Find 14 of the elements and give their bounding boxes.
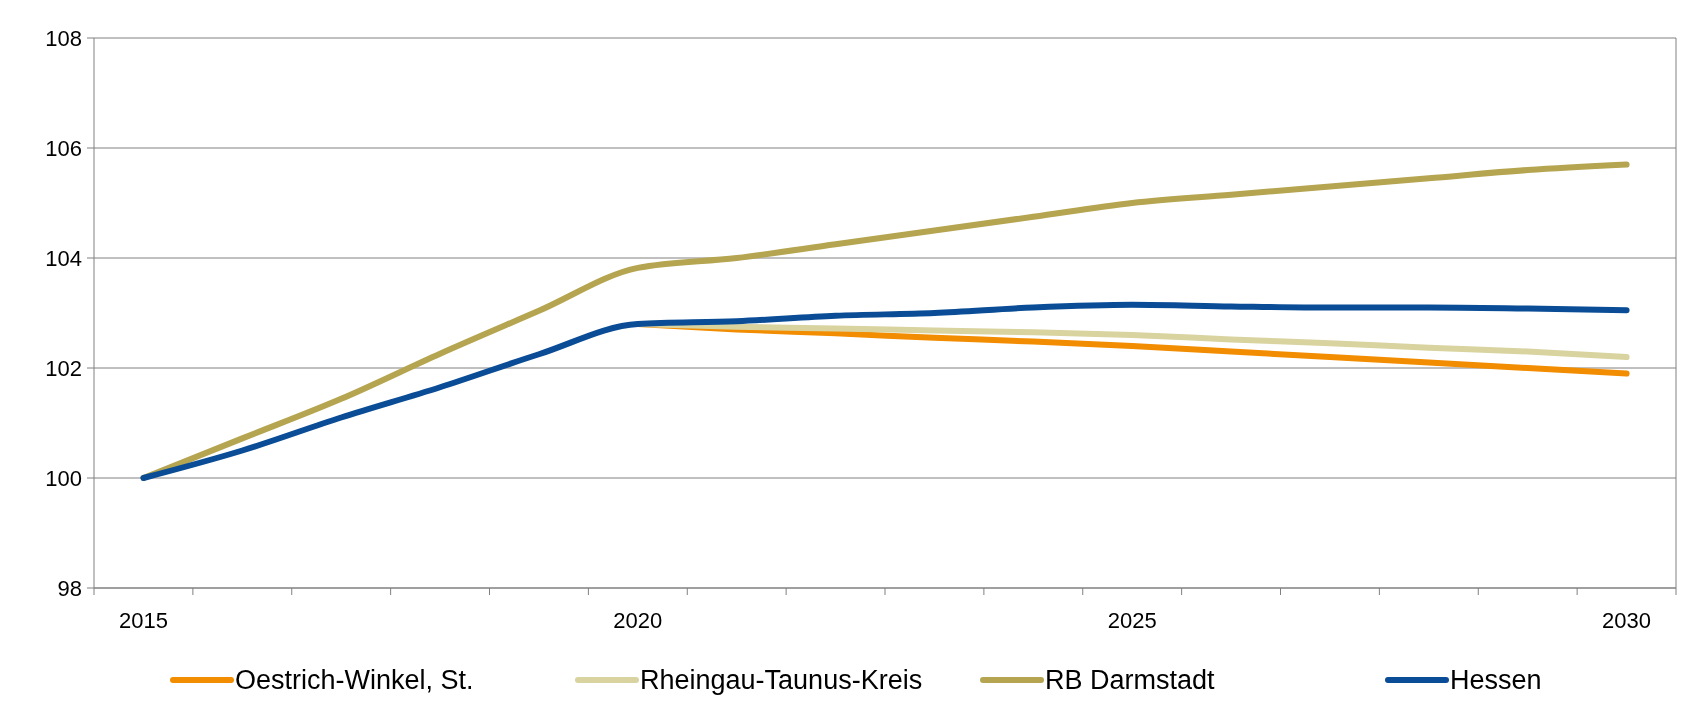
- y-tick-label: 98: [57, 575, 82, 601]
- legend-label: Oestrich-Winkel, St.: [235, 665, 474, 696]
- y-tick-label: 104: [45, 245, 82, 271]
- x-tick-label: 2020: [613, 608, 663, 633]
- legend-label: Rheingau-Taunus-Kreis: [640, 665, 923, 696]
- y-tick-label: 108: [45, 25, 82, 51]
- x-tick-label: 2030: [1602, 608, 1652, 633]
- y-tick-label: 102: [45, 355, 82, 381]
- legend-label: RB Darmstadt: [1045, 665, 1216, 696]
- legend-label: Hessen: [1450, 665, 1542, 696]
- x-tick-label: 2015: [118, 608, 168, 633]
- y-tick-label: 106: [45, 135, 82, 161]
- x-tick-label: 2025: [1107, 608, 1157, 633]
- y-tick-label: 100: [45, 465, 82, 491]
